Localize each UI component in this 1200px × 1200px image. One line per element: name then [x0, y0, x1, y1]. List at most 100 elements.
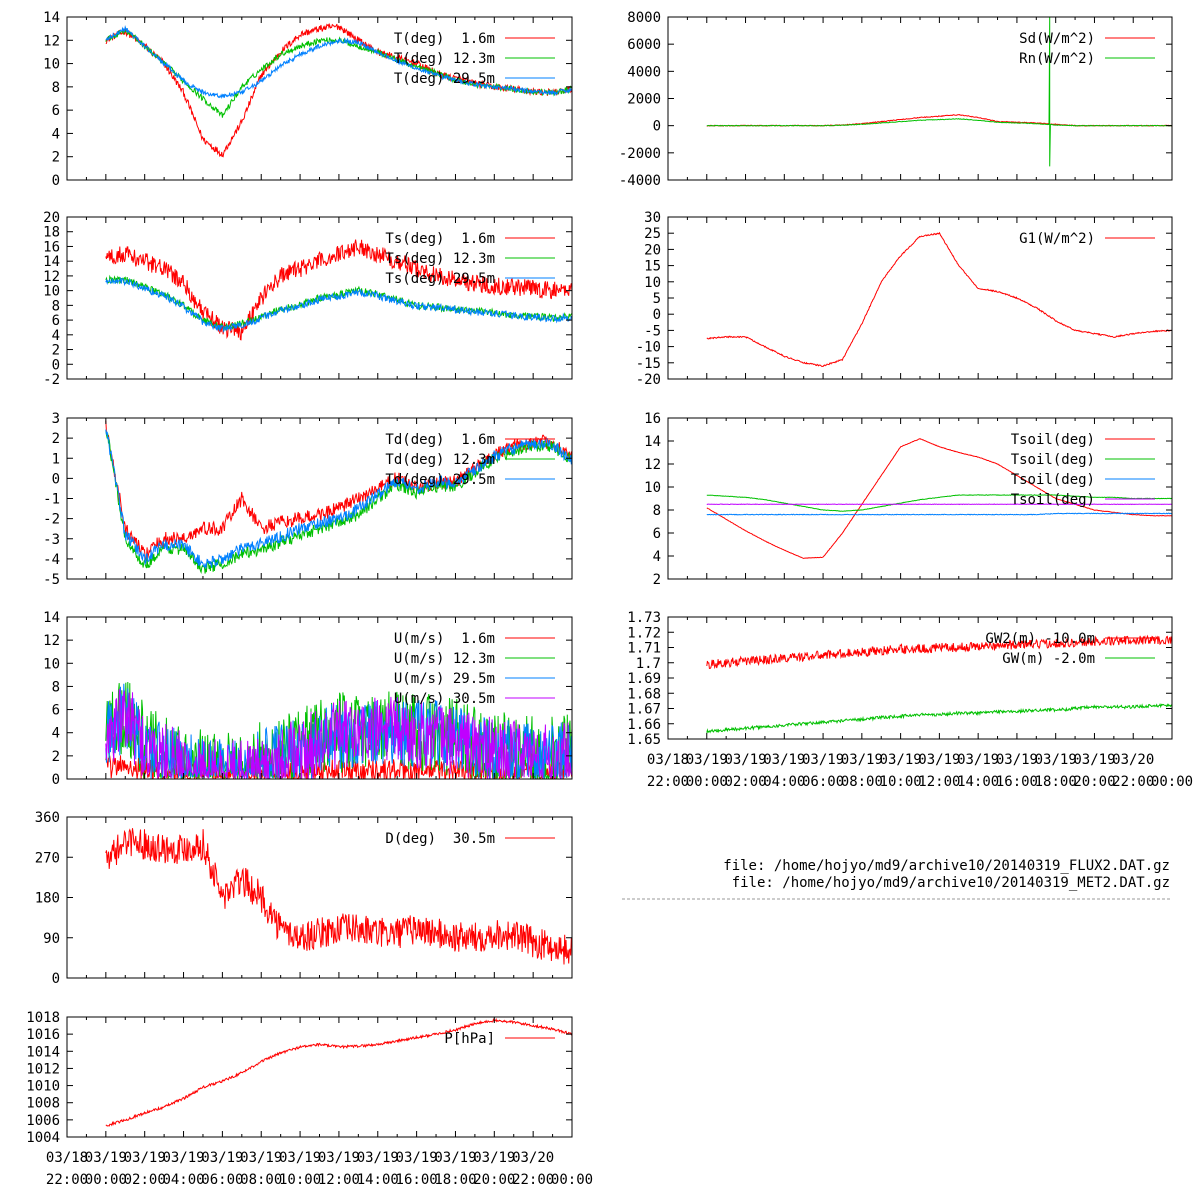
y-tick-label: 20 [43, 210, 60, 226]
y-tick-label: 1018 [26, 1010, 60, 1026]
x-tick-date-label: 03/18 [46, 1150, 88, 1166]
y-tick-label: 10 [644, 480, 661, 496]
x-tick-time-label: 04:00 [763, 774, 805, 790]
y-tick-label: 270 [35, 850, 60, 866]
ts-series-0-line [105, 239, 572, 341]
y-tick-label: 30 [644, 210, 661, 226]
legend-label: T(deg) 29.5m [394, 71, 495, 87]
y-tick-label: 360 [35, 810, 60, 826]
legend-label: T(deg) 12.3m [394, 51, 495, 67]
x-tick-time-label: 20:00 [1073, 774, 1115, 790]
d-series-0-line [105, 828, 572, 965]
sd-series-1-line [706, 17, 1172, 167]
legend-label: Tsoil(deg) [1011, 472, 1095, 488]
p-plot-frame [66, 1016, 573, 1138]
sd-plot-frame [667, 16, 1173, 181]
x-tick-time-label: 08:00 [841, 774, 883, 790]
y-tick-label: 0 [653, 307, 661, 323]
tsoil-series-1-line [706, 494, 1172, 512]
y-tick-label: 10 [43, 284, 60, 300]
td-series-2-line [105, 429, 572, 569]
y-tick-label: 2 [52, 343, 60, 359]
x-tick-time-label: 06:00 [201, 1172, 243, 1188]
y-tick-label: 12 [43, 269, 60, 285]
y-tick-label: 6 [52, 103, 60, 119]
y-tick-label: 18 [43, 225, 60, 241]
x-tick-date-label: 03/19 [240, 1150, 282, 1166]
y-tick-label: 0 [52, 173, 60, 189]
x-tick-time-label: 00:00 [551, 1172, 593, 1188]
y-tick-label: 10 [43, 57, 60, 73]
legend-label: Ts(deg) 12.3m [385, 251, 495, 267]
y-tick-label: 10 [43, 656, 60, 672]
legend-label: D(deg) 30.5m [385, 831, 495, 847]
y-tick-label: 14 [43, 610, 60, 626]
tsoil-series-0-line [706, 438, 1172, 560]
y-tick-label: -2 [43, 512, 60, 528]
x-tick-time-label: 20:00 [473, 1172, 515, 1188]
y-tick-label: 1.69 [627, 671, 661, 687]
y-tick-label: -1 [43, 492, 60, 508]
x-tick-time-label: 18:00 [434, 1172, 476, 1188]
legend-label: U(m/s) 1.6m [394, 631, 495, 647]
y-tick-label: 20 [644, 242, 661, 258]
gw-series-0-line [706, 634, 1172, 670]
y-tick-label: 25 [644, 226, 661, 242]
y-tick-label: 16 [644, 411, 661, 427]
x-tick-time-label: 14:00 [957, 774, 999, 790]
file-caption: file: /home/hojyo/md9/archive10/20140319… [732, 875, 1170, 891]
x-tick-time-label: 18:00 [1035, 774, 1077, 790]
y-tick-label: 1004 [26, 1130, 60, 1146]
x-tick-time-label: 22:00 [512, 1172, 554, 1188]
y-tick-label: 5 [653, 291, 661, 307]
legend-label: Sd(W/m^2) [1019, 31, 1095, 47]
y-tick-label: 8 [52, 679, 60, 695]
x-tick-date-label: 03/20 [1112, 752, 1154, 768]
x-tick-time-label: 00:00 [1151, 774, 1193, 790]
y-tick-label: 2 [52, 749, 60, 765]
y-tick-label: 6 [653, 526, 661, 542]
x-tick-date-label: 03/19 [957, 752, 999, 768]
y-tick-label: 1006 [26, 1113, 60, 1129]
y-tick-label: 1 [52, 451, 60, 467]
t-series-2-line [105, 24, 572, 100]
y-tick-label: 1010 [26, 1079, 60, 1095]
y-tick-label: 0 [52, 971, 60, 987]
y-tick-label: 8000 [627, 10, 661, 26]
legend-label: P[hPa] [444, 1031, 495, 1047]
legend-label: U(m/s) 30.5m [394, 691, 495, 707]
x-tick-date-label: 03/19 [473, 1150, 515, 1166]
y-tick-label: 8 [52, 298, 60, 314]
y-tick-label: 14 [644, 434, 661, 450]
legend-label: Td(deg) 1.6m [385, 432, 495, 448]
t-series-0-line [105, 22, 572, 158]
x-tick-date-label: 03/19 [162, 1150, 204, 1166]
x-tick-date-label: 03/18 [647, 752, 689, 768]
legend-label: Ts(deg) 29.5m [385, 271, 495, 287]
legend-label: GW(m) -2.0m [1002, 651, 1095, 667]
x-tick-date-label: 03/19 [357, 1150, 399, 1166]
x-tick-date-label: 03/19 [318, 1150, 360, 1166]
x-tick-time-label: 14:00 [357, 1172, 399, 1188]
y-tick-label: 2 [52, 150, 60, 166]
tsoil-series-3-line [706, 503, 1172, 506]
y-tick-label: -4 [43, 552, 60, 568]
y-tick-label: 12 [644, 457, 661, 473]
x-tick-date-label: 03/19 [763, 752, 805, 768]
y-tick-label: 0 [653, 119, 661, 135]
x-tick-time-label: 08:00 [240, 1172, 282, 1188]
y-tick-label: 6 [52, 313, 60, 329]
x-tick-date-label: 03/19 [686, 752, 728, 768]
ts-series-2-line [105, 277, 572, 334]
x-tick-date-label: 03/20 [512, 1150, 554, 1166]
sd-series-0-line [706, 113, 1172, 127]
y-tick-label: 1.66 [627, 717, 661, 733]
y-tick-label: 1.73 [627, 610, 661, 626]
y-tick-label: 1016 [26, 1027, 60, 1043]
x-tick-time-label: 22:00 [1112, 774, 1154, 790]
d-plot-frame [66, 816, 573, 979]
y-tick-label: -15 [636, 356, 661, 372]
x-tick-time-label: 16:00 [996, 774, 1038, 790]
x-tick-time-label: 00:00 [686, 774, 728, 790]
y-tick-label: 12 [43, 633, 60, 649]
